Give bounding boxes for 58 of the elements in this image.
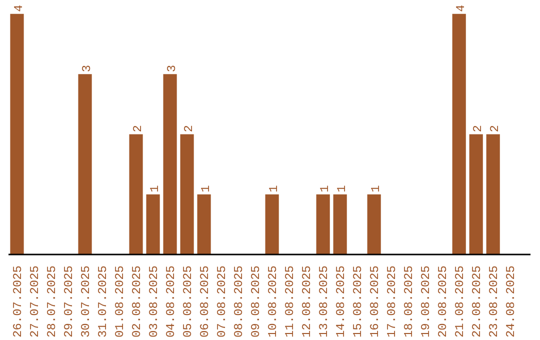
bar (316, 194, 330, 254)
bar (469, 134, 483, 254)
x-tick-label: 07.08.2025 (215, 265, 230, 338)
x-tick-label: 01.08.2025 (113, 265, 128, 338)
x-tick-label: 24.08.2025 (504, 265, 518, 338)
bar (265, 194, 279, 254)
bar (333, 194, 347, 254)
data-label: 1 (368, 185, 383, 192)
x-tick-label: 06.08.2025 (198, 265, 212, 338)
x-tick-label: 26.07.2025 (11, 265, 25, 338)
bar (163, 74, 177, 254)
x-tick-label: 14.08.2025 (334, 265, 348, 338)
x-tick-label: 23.08.2025 (487, 265, 502, 338)
data-label: 2 (470, 125, 485, 132)
x-tick-label: 19.08.2025 (419, 265, 434, 338)
x-tick-label: 13.08.2025 (317, 265, 332, 338)
bar (146, 194, 160, 254)
data-label: 2 (182, 125, 196, 132)
x-tick-label: 03.08.2025 (147, 265, 162, 338)
x-tick-label: 08.08.2025 (232, 265, 246, 338)
x-tick-label: 10.08.2025 (266, 265, 280, 338)
data-label: 3 (80, 64, 94, 72)
data-label: 1 (148, 185, 162, 192)
x-tick-label: 17.08.2025 (385, 265, 400, 338)
x-tick-label: 30.07.2025 (79, 265, 94, 338)
data-label: 1 (198, 185, 213, 192)
bar (197, 194, 211, 254)
x-tick-label: 04.08.2025 (164, 265, 178, 338)
x-tick-label: 27.07.2025 (28, 265, 42, 338)
data-label: 4 (454, 4, 468, 12)
x-tick-label: 15.08.2025 (351, 265, 366, 338)
bar (180, 134, 194, 254)
x-tick-label: 09.08.2025 (249, 265, 264, 338)
data-label: 3 (164, 64, 179, 72)
x-tick-label: 28.07.2025 (45, 265, 60, 338)
x-tick-label: 18.08.2025 (402, 265, 416, 338)
x-tick-label: 16.08.2025 (368, 265, 382, 338)
x-tick-label: 02.08.2025 (130, 265, 144, 338)
bar (486, 134, 500, 254)
x-tick-label: 31.07.2025 (96, 265, 110, 338)
bar (367, 194, 381, 254)
bar (129, 134, 143, 254)
x-tick-label: 12.08.2025 (300, 265, 314, 338)
bar (78, 74, 92, 254)
x-tick-label: 29.07.2025 (62, 265, 76, 338)
bar (452, 14, 466, 254)
x-tick-label: 22.08.2025 (470, 265, 484, 338)
data-label: 4 (12, 4, 26, 12)
data-label: 1 (334, 185, 349, 192)
data-label: 2 (130, 125, 145, 132)
x-tick-label: 05.08.2025 (181, 265, 196, 338)
x-tick-label: 11.08.2025 (283, 265, 298, 338)
data-label: 1 (318, 185, 332, 192)
data-label: 1 (266, 185, 281, 192)
x-tick-label: 21.08.2025 (453, 265, 468, 338)
bar (10, 14, 24, 254)
x-tick-label: 20.08.2025 (436, 265, 450, 338)
data-label: 2 (488, 125, 502, 132)
